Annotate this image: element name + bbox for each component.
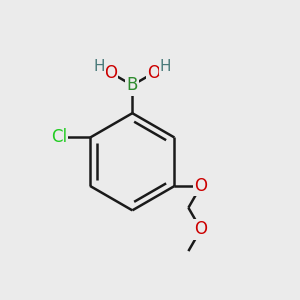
Text: O: O [148,64,160,82]
Text: Cl: Cl [51,128,68,146]
Text: O: O [104,64,117,82]
Text: O: O [194,220,207,238]
Text: H: H [160,58,171,74]
Text: H: H [93,58,105,74]
Text: B: B [127,76,138,94]
Text: O: O [194,177,207,195]
